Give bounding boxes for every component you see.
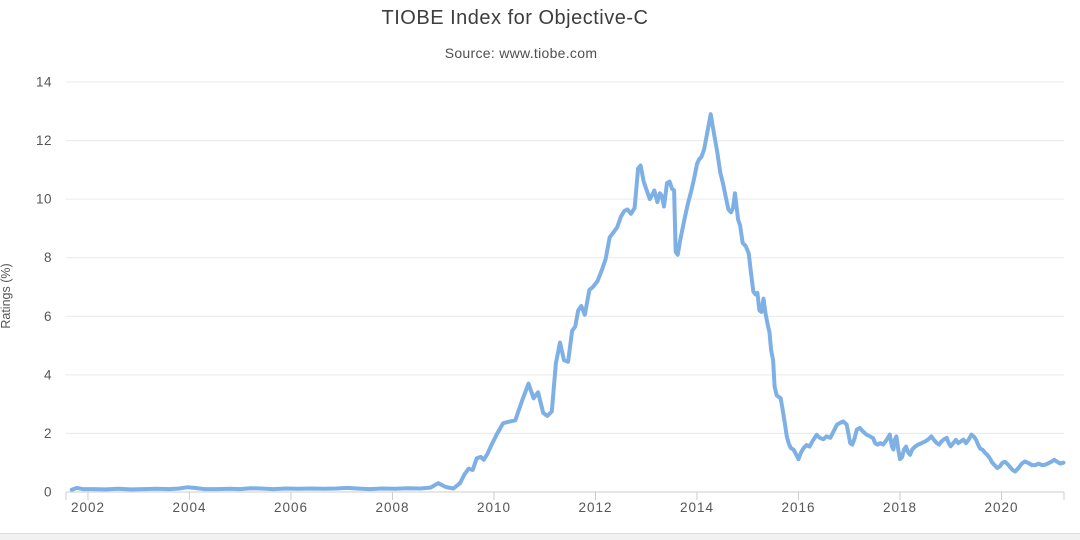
y-tick-label: 2 [44, 426, 52, 441]
chart-title: TIOBE Index for Objective-C [381, 7, 649, 29]
ratings-line[interactable] [69, 112, 1066, 492]
x-tick-label: 2004 [172, 500, 206, 515]
x-tick-label: 2018 [883, 500, 917, 515]
x-tick-label: 2006 [274, 500, 308, 515]
x-tick-label: 2020 [984, 500, 1018, 515]
chart-subtitle: Source: www.tiobe.com [444, 45, 598, 61]
x-tick-label: 2012 [578, 500, 612, 515]
x-tick-label: 2010 [477, 500, 511, 515]
x-tick-label: 2014 [680, 500, 714, 515]
y-tick-label: 14 [36, 75, 52, 90]
y-tick-label: 6 [44, 309, 52, 324]
y-tick-label: 12 [36, 133, 52, 148]
x-tick-label: 2016 [781, 500, 815, 515]
y-tick-label: 10 [36, 192, 52, 207]
y-axis-title: Ratings (%) [0, 263, 13, 328]
y-tick-label: 4 [44, 367, 52, 382]
y-tick-label: 0 [44, 485, 52, 500]
chart-footer-band [0, 533, 1080, 540]
y-tick-label: 8 [44, 250, 52, 265]
x-tick-label: 2002 [71, 500, 105, 515]
x-tick-label: 2008 [375, 500, 409, 515]
